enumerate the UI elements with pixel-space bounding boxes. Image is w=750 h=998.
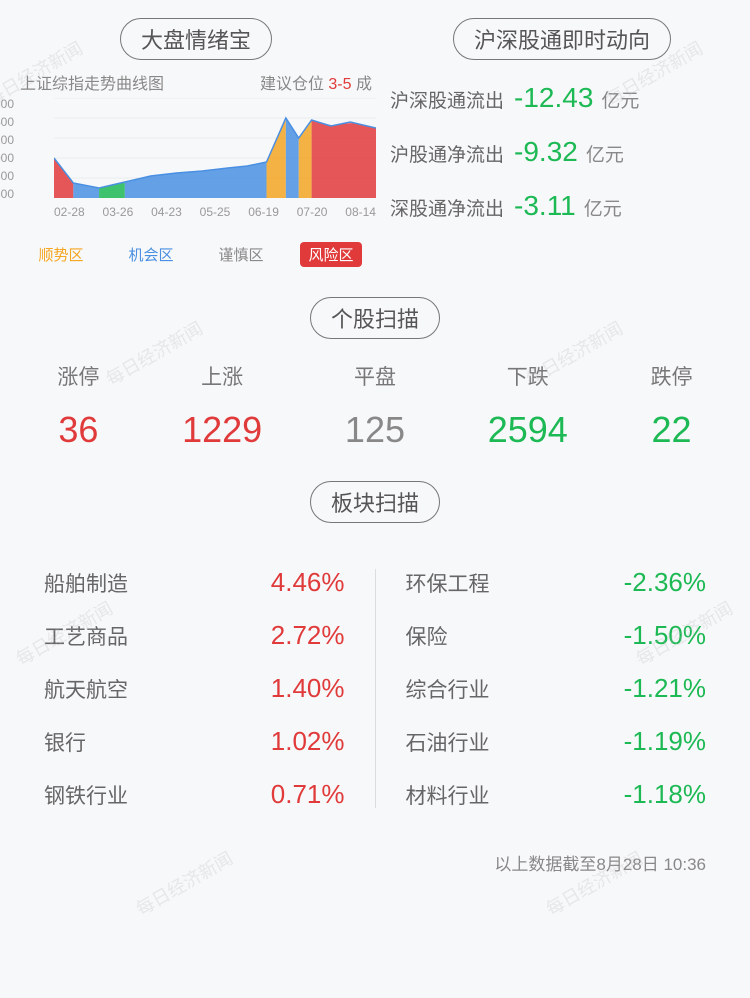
footer-timestamp: 以上数据截至8月28日 10:36 [16,832,734,875]
sector-value: 0.71% [271,779,345,810]
zone-顺势区: 顺势区 [30,242,91,267]
stock-label: 涨停 [57,361,99,391]
sector-value: -1.19% [624,726,706,757]
sector-row: 保险 -1.50% [406,620,707,651]
sector-name: 环保工程 [406,568,490,598]
stock-value: 22 [651,409,693,451]
flow-label: 沪深股通流出 [390,86,504,113]
flows-title: 沪深股通即时动向 [453,18,671,60]
sector-row: 钢铁行业 0.71% [44,779,345,810]
sector-value: -1.21% [624,673,706,704]
stock-label: 平盘 [345,361,405,391]
sector-name: 石油行业 [406,727,490,757]
sector-value: -1.18% [624,779,706,810]
zone-legend: 顺势区 机会区 谨慎区 风险区 [16,242,376,267]
chart-xaxis: 02-2803-2604-2305-2506-1907-2008-14 [54,205,376,219]
sector-value: 1.02% [271,726,345,757]
stock-label: 跌停 [651,361,693,391]
sector-name: 银行 [44,727,86,757]
sector-name: 航天航空 [44,674,128,704]
sector-row: 环保工程 -2.36% [406,567,707,598]
advice: 建议仓位 3-5 成 [260,70,372,94]
sector-row: 石油行业 -1.19% [406,726,707,757]
stock-label: 下跌 [488,361,568,391]
stock-label: 上涨 [182,361,262,391]
flow-unit: 亿元 [584,194,622,221]
sector-name: 材料行业 [406,780,490,810]
flow-row: 深股通净流出 -3.11 亿元 [390,190,734,222]
sector-name: 钢铁行业 [44,780,128,810]
flow-unit: 亿元 [586,140,624,167]
sector-row: 银行 1.02% [44,726,345,757]
sentiment-title: 大盘情绪宝 [120,18,272,60]
sector-name: 综合行业 [406,674,490,704]
sector-value: 4.46% [271,567,345,598]
stock-col: 上涨 1229 [182,361,262,451]
stock-col: 下跌 2594 [488,361,568,451]
flow-row: 沪股通净流出 -9.32 亿元 [390,136,734,168]
stock-col: 涨停 36 [57,361,99,451]
flow-value: -9.32 [514,136,578,168]
zone-风险区: 风险区 [300,242,361,267]
flow-unit: 亿元 [601,86,639,113]
zone-谨慎区: 谨慎区 [210,242,271,267]
stock-col: 平盘 125 [345,361,405,451]
sector-name: 工艺商品 [44,621,128,651]
chart-title: 上证综指走势曲线图 [20,70,164,94]
stock-value: 36 [57,409,99,451]
sector-scan-title: 板块扫描 [310,481,440,523]
stock-col: 跌停 22 [651,361,693,451]
flow-value: -12.43 [514,82,593,114]
divider [375,569,376,808]
sector-value: -1.50% [624,620,706,651]
zone-机会区: 机会区 [120,242,181,267]
sector-name: 保险 [406,621,448,651]
sector-scan: 船舶制造 4.46% 工艺商品 2.72% 航天航空 1.40% 银行 1.02% 钢铁行业 0.… [16,545,734,832]
stock-scan: 涨停 36 上涨 1229 平盘 125 下跌 2594 跌停 22 [16,361,734,451]
flow-label: 深股通净流出 [390,194,504,221]
sector-row: 船舶制造 4.46% [44,567,345,598]
sector-value: -2.36% [624,567,706,598]
sentiment-chart [54,98,376,198]
sentiment-panel: 大盘情绪宝 上证综指走势曲线图 建议仓位 3-5 成 3,6003,4003,2… [16,18,376,267]
flow-label: 沪股通净流出 [390,140,504,167]
stock-value: 125 [345,409,405,451]
sector-name: 船舶制造 [44,568,128,598]
flow-value: -3.11 [514,190,576,222]
flow-row: 沪深股通流出 -12.43 亿元 [390,82,734,114]
sector-row: 综合行业 -1.21% [406,673,707,704]
sector-row: 材料行业 -1.18% [406,779,707,810]
flows-panel: 沪深股通即时动向 沪深股通流出-12.43亿元沪股通净流出-9.32亿元深股通净… [390,18,734,267]
stock-scan-title: 个股扫描 [310,297,440,339]
sector-row: 工艺商品 2.72% [44,620,345,651]
sector-value: 1.40% [271,673,345,704]
stock-value: 2594 [488,409,568,451]
sector-row: 航天航空 1.40% [44,673,345,704]
stock-value: 1229 [182,409,262,451]
sector-value: 2.72% [271,620,345,651]
